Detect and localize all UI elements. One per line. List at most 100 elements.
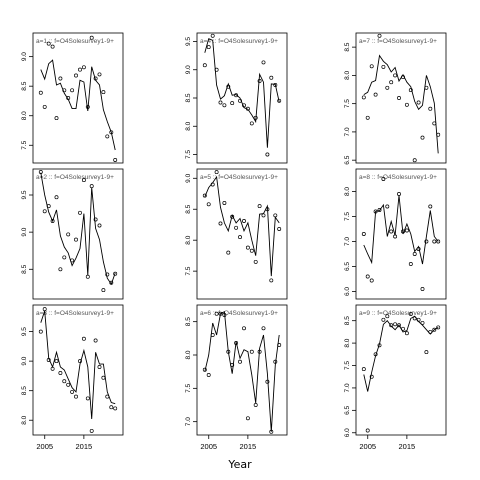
- observed-point: [50, 44, 55, 49]
- observed-point: [113, 406, 118, 411]
- panel-frame: [355, 168, 447, 300]
- observed-point: [38, 90, 43, 95]
- y-tick-label: 7.5: [185, 266, 192, 275]
- observed-point: [404, 331, 409, 336]
- x-tick-label: 2005: [200, 442, 217, 451]
- panel-frame: [196, 32, 288, 164]
- y-tick-label: 6.5: [344, 262, 351, 271]
- x-tick-label: 2005: [36, 442, 53, 451]
- panel-8: a=6 :: f=O4Solesurvey1-9+7.0 7.5 8.0 8.5200…: [185, 304, 288, 451]
- observed-point: [277, 98, 282, 103]
- fitted-line: [363, 315, 439, 392]
- observed-point: [242, 219, 246, 223]
- y-tick-label: 8.0: [344, 338, 351, 347]
- observed-point: [253, 259, 258, 264]
- y-tick-label: 8.0: [344, 187, 351, 196]
- y-tick-label: 8.0: [21, 111, 28, 120]
- observed-point: [101, 375, 106, 380]
- observed-point: [432, 121, 437, 126]
- observed-point: [210, 333, 215, 337]
- fitted-line: [363, 54, 439, 154]
- observed-point: [93, 217, 98, 222]
- fitted-line: [40, 310, 116, 420]
- observed-point: [377, 208, 382, 212]
- observed-point: [377, 343, 382, 348]
- panel-label: a=1 :: f=O4Solesurvey1-9+: [36, 38, 114, 45]
- observed-point: [105, 272, 110, 277]
- fitted-line: [363, 195, 439, 265]
- observed-point: [97, 365, 102, 369]
- observed-point: [420, 320, 425, 325]
- observed-point: [277, 343, 282, 347]
- observed-point: [385, 85, 390, 90]
- observed-point: [46, 204, 51, 209]
- observed-point: [261, 213, 266, 218]
- observed-point: [373, 209, 378, 214]
- y-tick-label: 8.5: [344, 316, 351, 325]
- observed-point: [70, 389, 75, 394]
- observed-point: [206, 373, 211, 377]
- observed-point: [230, 214, 235, 219]
- y-tick-label: 8.0: [185, 350, 192, 359]
- y-tick-label: 8.5: [21, 81, 28, 90]
- y-tick-label: 7.5: [344, 212, 351, 221]
- observed-point: [38, 329, 43, 334]
- observed-point: [393, 73, 398, 78]
- observed-point: [412, 316, 417, 321]
- y-tick-label: 6.5: [344, 405, 351, 414]
- observed-point: [238, 98, 242, 103]
- observed-point: [432, 239, 437, 244]
- observed-point: [428, 106, 433, 111]
- observed-point: [385, 204, 390, 209]
- panel-label: a=3 :: f=O4Solesurvey1-9+: [36, 310, 114, 317]
- y-tick-label: 8.0: [344, 70, 351, 79]
- observed-point: [269, 75, 274, 80]
- observed-point: [389, 323, 394, 328]
- panel-label: a=6 :: f=O4Solesurvey1-9+: [200, 310, 278, 317]
- y-tick-label: 8.5: [21, 386, 28, 395]
- observed-point: [85, 396, 90, 401]
- observed-point: [206, 202, 211, 207]
- panel-label: a=5 :: f=O4Solesurvey1-9+: [200, 174, 278, 181]
- observed-point: [109, 405, 114, 410]
- observed-point: [420, 135, 425, 140]
- observed-point: [261, 326, 266, 331]
- y-tick-label: 6.0: [344, 428, 351, 437]
- panel-frame: [32, 32, 124, 164]
- panel-4: a=2 :: f=O4Solesurvey1-9+8.5 9.0 9.5: [21, 168, 124, 300]
- observed-point: [273, 213, 278, 218]
- observed-point: [42, 209, 47, 214]
- observed-point: [381, 177, 386, 181]
- observed-point: [401, 75, 405, 80]
- fitted-line: [204, 175, 280, 277]
- observed-point: [101, 288, 106, 293]
- observed-point: [230, 101, 235, 106]
- observed-point: [42, 104, 47, 109]
- observed-point: [81, 178, 86, 183]
- observed-point: [85, 104, 90, 109]
- observed-point: [393, 234, 398, 239]
- y-tick-label: 6.5: [344, 155, 351, 164]
- observed-point: [62, 88, 67, 93]
- observed-point: [78, 67, 82, 72]
- observed-point: [78, 210, 82, 215]
- observed-point: [54, 359, 59, 364]
- observed-point: [249, 349, 254, 354]
- panel-label: a=7 :: f=O4Solesurvey1-9+: [359, 38, 437, 45]
- observed-point: [385, 314, 390, 319]
- observed-point: [218, 311, 223, 316]
- observed-point: [222, 313, 227, 317]
- observed-point: [428, 204, 433, 209]
- observed-point: [81, 65, 86, 70]
- observed-point: [62, 255, 67, 260]
- observed-point: [74, 394, 78, 399]
- observed-point: [54, 116, 59, 121]
- observed-point: [365, 428, 370, 433]
- observed-point: [389, 80, 394, 85]
- observed-point: [408, 88, 413, 93]
- observed-point: [54, 195, 59, 200]
- y-tick-label: 9.5: [21, 190, 28, 199]
- observed-point: [257, 204, 262, 209]
- observed-point: [226, 84, 231, 89]
- observed-point: [420, 287, 425, 291]
